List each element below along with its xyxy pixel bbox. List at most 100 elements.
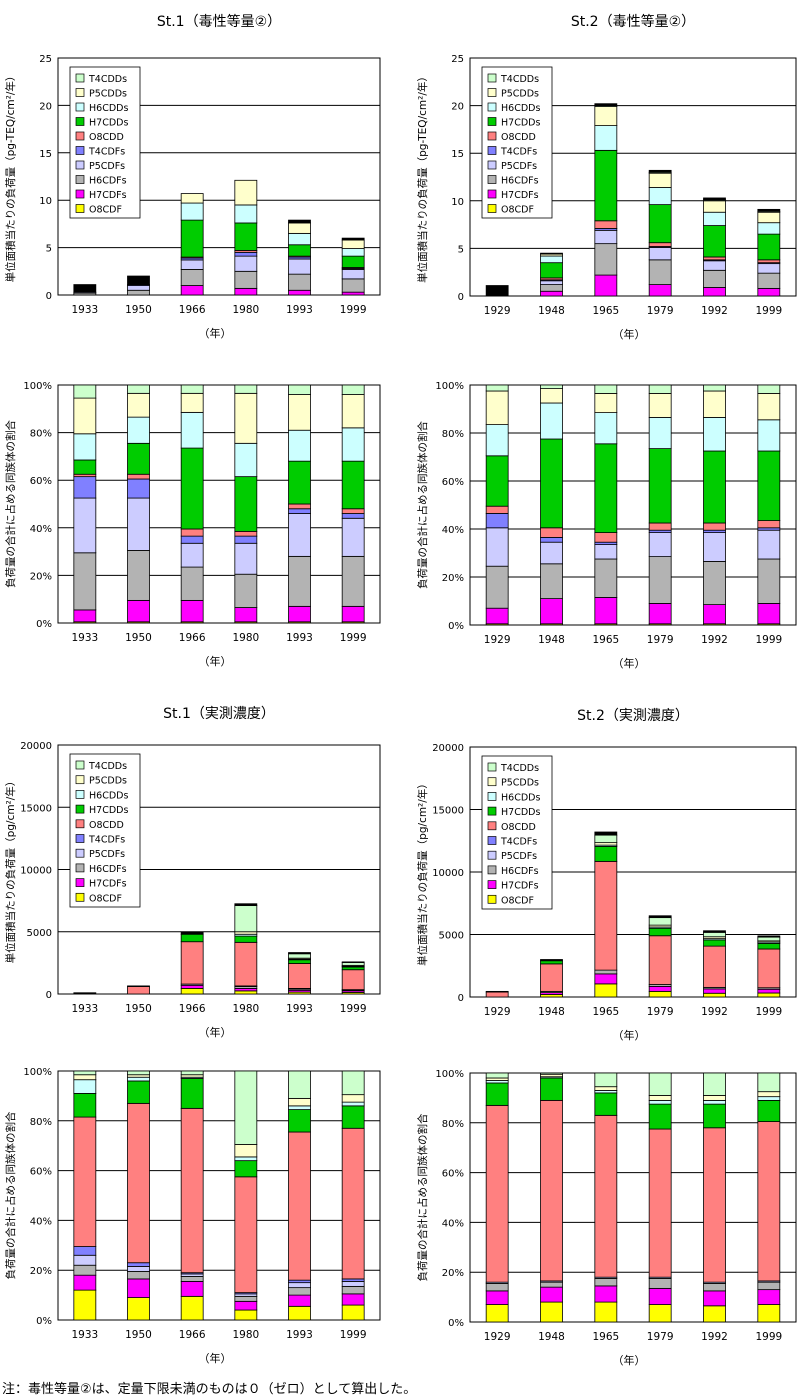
bar-segment-o8cdd <box>180 1107 204 1274</box>
legend-label: P5CDDs <box>501 89 539 100</box>
bar-segment-h6cdfs <box>648 1278 672 1289</box>
y-tick-label: 5 <box>458 244 464 255</box>
bar-segment-t4cdfs <box>234 535 258 544</box>
bar-segment-h6cdds <box>540 402 563 440</box>
bar-segment-h7cdds <box>485 455 509 507</box>
y-axis-label: 単位面積当たりの負荷量（pg/cm²/年） <box>4 776 17 964</box>
plot-frame <box>57 57 381 296</box>
bar-segment-h6cdds <box>703 416 726 452</box>
legend-label: T4CDFs <box>500 147 537 158</box>
y-tick-label: 5000 <box>27 928 52 939</box>
bar-segment-h7cdds <box>540 262 563 279</box>
x-tick-label: 1999 <box>755 1331 782 1343</box>
bar-segment-t4cdds <box>341 384 365 395</box>
bar-segment-p5cdfs <box>73 1254 97 1266</box>
plot-frame <box>469 1072 797 1323</box>
bar-segment-h7cdds <box>234 222 258 251</box>
bar-segment-p5cdfs <box>485 527 509 567</box>
bar-segment-o8cdd <box>757 1121 781 1282</box>
bar-segment-h6cdfs <box>594 969 618 975</box>
bar-segment-h6cdds <box>648 416 672 449</box>
bar-segment-h6cdfs <box>288 1287 311 1296</box>
bar-segment-h7cdds <box>341 966 365 971</box>
legend-swatch <box>75 863 85 873</box>
bar-segment-h6cdds <box>757 222 781 235</box>
bar-segment-h7cdds <box>234 1160 258 1178</box>
bar-segment-h7cdfs <box>703 604 726 625</box>
legend-label: O8CDD <box>89 132 124 143</box>
bar-segment-p5cdds <box>648 1095 672 1101</box>
legend-label: P5CDFs <box>89 161 125 172</box>
plot-frame <box>57 1070 381 1321</box>
legend-label: H7CDFs <box>89 190 127 201</box>
legend-swatch <box>75 878 85 887</box>
bar-segment-p5cdds <box>703 1095 726 1101</box>
bar-segment-t4cdfs <box>540 537 563 543</box>
x-tick-label: 1933 <box>71 304 98 316</box>
bar-segment-p5cdds <box>485 390 509 425</box>
y-tick-label: 10 <box>451 197 464 208</box>
legend-label: O8CDF <box>89 893 122 904</box>
bar-segment-p5cdfs <box>127 285 150 291</box>
bar-segment-h6cdds <box>288 429 311 462</box>
x-tick-label: 1993 <box>286 632 313 644</box>
bar-segment-p5cdds <box>648 172 672 188</box>
bar-segment-h7cdds <box>594 1092 618 1116</box>
bar-segment-p5cdds <box>341 394 365 429</box>
bar-segment-p5cdds <box>234 1144 258 1158</box>
legend-label: H6CDFs <box>89 864 127 875</box>
bar-segment-p5cdds <box>341 1094 365 1103</box>
legend-label: O8CDF <box>501 895 534 906</box>
y-tick-label: 40% <box>442 1218 464 1229</box>
bar-segment-h6cdfs <box>594 1278 618 1287</box>
legend-label: T4CDDs <box>88 761 127 772</box>
x-tick-label: 1966 <box>179 1329 206 1341</box>
bar-segment-t4cdds <box>594 834 618 844</box>
bar-segment-p5cdds <box>594 106 618 126</box>
bar-segment-o8cdd <box>485 505 509 514</box>
legend-swatch <box>487 836 497 845</box>
bar-segment-h6cdds <box>485 424 509 457</box>
y-tick-label: 10 <box>39 196 52 207</box>
bar-segment-black <box>234 903 258 907</box>
bar-segment-black <box>757 935 781 938</box>
y-tick-label: 80% <box>30 1117 52 1128</box>
bar-segment-o8cdd <box>757 520 781 529</box>
bar-segment-o8cdd <box>180 941 204 985</box>
bar-segment-p5cdfs <box>288 258 311 275</box>
y-tick-label: 40% <box>30 1216 52 1227</box>
bar-segment-p5cdds <box>180 193 204 204</box>
legend-swatch <box>75 775 85 785</box>
x-tick-label: 1950 <box>125 632 152 644</box>
bar-segment-p5cdds <box>703 390 726 418</box>
y-tick-label: 0 <box>46 291 52 302</box>
bar-segment-o8cdd <box>73 1116 97 1247</box>
bar-segment-p5cdfs <box>288 1282 311 1289</box>
bar-segment-black <box>288 219 311 224</box>
bar-segment-black <box>485 285 509 297</box>
bar-segment-p5cdds <box>234 179 258 206</box>
bar-segment-p5cdfs <box>180 542 204 568</box>
bar-segment-h7cdds <box>594 845 618 862</box>
x-tick-label: 1950 <box>125 1003 152 1015</box>
bar-segment-p5cdfs <box>73 497 97 554</box>
chart-st2-teq-pct: 0% 20% 40% 60% 80% 100% 負荷量の合計に占める同族体の割合 1929 19… <box>416 381 797 670</box>
bar-segment-t4cdds <box>127 384 150 394</box>
y-tick-label: 5 <box>46 244 52 255</box>
bar-segment-h6cdfs <box>648 259 672 285</box>
legend-label: H6CDDs <box>501 792 540 803</box>
bar-segment-h7cdfs <box>127 599 150 623</box>
bar-segment-o8cdd <box>127 1102 150 1264</box>
bar-segment-h7cdfs <box>648 1287 672 1305</box>
bar-segment-t4cdfs <box>73 1246 97 1256</box>
x-tick-label: 1999 <box>755 1006 782 1018</box>
bar-segment-h6cdfs <box>594 243 618 276</box>
bar-segment-h6cdfs <box>703 561 726 606</box>
bar-segment-h7cdfs <box>594 1285 618 1303</box>
bar-segment-t4cdds <box>703 1072 726 1096</box>
bar-segment-h6cdfs <box>594 558 618 598</box>
chart-title: St.1（毒性等量②） <box>157 13 281 30</box>
y-tick-label: 25 <box>451 54 464 65</box>
bar-segment-h6cdfs <box>73 552 97 611</box>
